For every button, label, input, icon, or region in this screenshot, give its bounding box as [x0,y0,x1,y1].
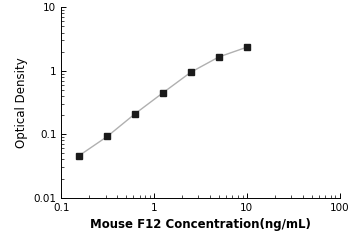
X-axis label: Mouse F12 Concentration(ng/mL): Mouse F12 Concentration(ng/mL) [90,218,311,231]
Y-axis label: Optical Density: Optical Density [15,57,28,148]
